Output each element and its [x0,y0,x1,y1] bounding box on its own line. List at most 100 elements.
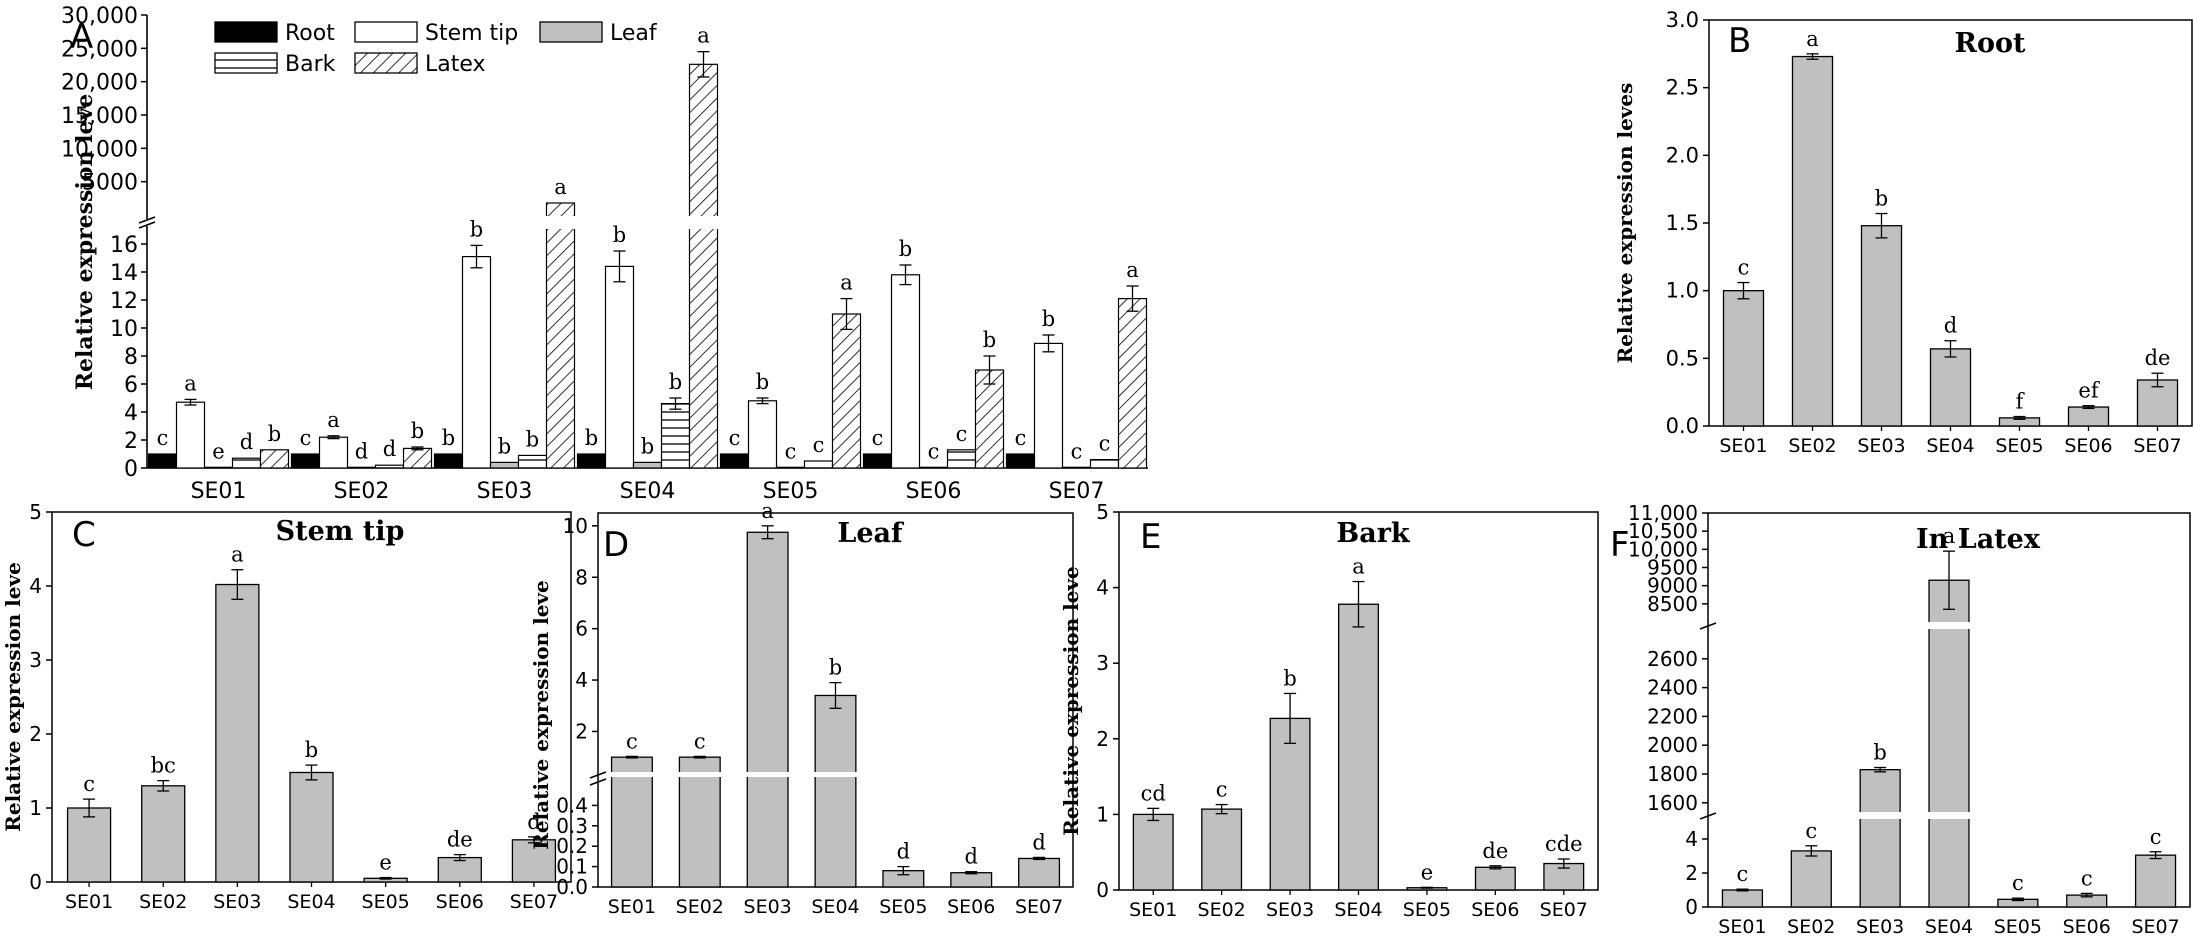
panel-f-bar-break [1927,622,1971,629]
panel-a-bar-root [576,453,607,469]
panel-c-category-label: SE03 [213,891,261,913]
panel-d-ytick-label: 0.3 [556,814,588,838]
panel-e-ylabel: Relative expression leve [1059,566,1083,836]
panel-a-letter: c [157,426,169,450]
panel-a-bar-root [433,453,464,469]
panel-a-ylabel: Relative expression leve [72,94,98,391]
panel-e-ytick-label: 2 [1096,727,1109,751]
panel-a-letter: b [442,426,455,450]
panel-a-bar-root [1005,453,1036,469]
panel-b-letter-label: B [1728,21,1751,61]
panel-b-letter: c [1738,256,1750,280]
panel-f-category-label: SE03 [1856,916,1904,937]
panel-a-bar-leaf [918,466,949,469]
panel-a-ytick-label: 5000 [82,171,138,196]
panel-b-ytick-label: 3.0 [1666,8,1699,32]
panel-f-category-label: SE05 [1994,916,2042,937]
panel-a-letter: d [355,439,368,463]
panel-b-letter: a [1806,27,1819,51]
panel-f-ytick-label: 9000 [1647,574,1698,598]
panel-a-legend-label: Stem tip [425,21,518,46]
panel-a-ytick-label: 10 [110,317,138,342]
panel-e-category-label: SE06 [1471,899,1519,921]
panel-a-bar-latex [831,313,862,469]
panel-e-category-label: SE03 [1266,899,1314,921]
panel-a-legend-label: Root [285,21,335,46]
panel-e-bar [1338,603,1379,891]
panel-c-bar [141,785,186,883]
panel-b-letter: f [2016,390,2026,414]
panel-a-category-label: SE03 [477,479,533,504]
panel-d-letter: d [897,840,910,864]
panel-d-bar-break [609,772,655,777]
panel-a-bar-root [862,453,893,469]
panel-a-letter: a [327,408,340,432]
panel-a-bar-stem-tip [461,256,492,469]
panel-d-bar [1018,857,1061,888]
panel-f-ytick-label: 10,500 [1628,519,1698,543]
panel-c-letter: e [379,851,391,875]
panel-d-bar [610,756,653,888]
panel-a-legend-label: Leaf [610,21,658,46]
panel-a-letter: b [983,328,996,352]
panel-a-letter: b [899,237,912,261]
panel-e-category-label: SE04 [1334,899,1382,921]
panel-a-letter: a [554,175,567,199]
panel-f-bar [2134,854,2177,908]
panel-f-bar [1859,769,1901,908]
panel-c-category-label: SE06 [436,891,484,913]
panel-b-ylabel: Relative expression leves [1613,83,1637,364]
panel-e-letter: cd [1141,781,1166,805]
panel-f-bar-break [1927,812,1971,819]
panel-d-letter: d [964,845,977,869]
panel-c-bar [437,856,482,883]
panel-a-letter: b [1042,307,1055,331]
panel-d-ytick-label: 4 [575,668,588,692]
panel-d-ytick-label: 10 [563,514,588,538]
panel-e-bar [1132,813,1174,891]
panel-e-category-label: SE07 [1540,899,1588,921]
panel-a-bar-leaf [203,466,234,469]
panel-e-ytick-label: 3 [1096,651,1109,675]
panel-a-ytick-label: 12 [110,289,138,314]
panel-a-bar-latex [402,447,433,469]
panel-a-letter: e [212,439,224,463]
panel-a-bar-stem-tip [747,400,778,469]
panel-e-ytick-label: 1 [1096,802,1109,826]
panel-a-letter: c [1071,439,1083,463]
panel-f-category-label: SE04 [1925,916,1973,937]
panel-d-ytick-label: 8 [575,565,588,589]
panel-a-ytick-label: 4 [124,401,138,426]
panel-b-bar [2136,379,2179,427]
panel-d-axis-break [589,778,607,786]
panel-a-bar-stem-tip [604,265,635,469]
panel-c-category-label: SE04 [287,891,335,913]
panel-c-ytick-label: 0 [29,870,42,894]
panel-a-category-label: SE05 [763,479,819,504]
panel-a-ytick-label: 0 [124,457,138,482]
panel-b-ytick-label: 2.0 [1666,143,1699,167]
panel-a-letter: c [300,426,312,450]
panel-d-ytick-label: 2 [575,719,588,743]
panel-b-letter: de [2145,346,2171,370]
panel-a-category-label: SE02 [334,479,390,504]
panel-a-legend-swatch [354,21,418,43]
panel-a-letter: c [785,439,797,463]
panel-a-letter: c [956,422,968,446]
panel-d-category-label: SE05 [879,896,927,918]
panel-a-ytick-label: 30,000 [61,4,138,29]
panel-f-bar-break [1858,812,1903,819]
panel-b-bar [1722,290,1765,427]
panel-a-bar-leaf [1061,466,1092,469]
panel-a-letter: b [756,370,769,394]
panel-d-ytick-label: 0.0 [556,875,588,899]
panel-f-category-label: SE02 [1787,916,1835,937]
panel-e-letter: c [1216,778,1228,802]
panel-e-bar [1269,717,1311,891]
panel-a-bar-bark [517,454,548,469]
panel-c-bar [289,771,334,883]
panel-f-bar [1721,889,1764,908]
panel-a-category-label: SE01 [191,479,247,504]
panel-d-ytick-label: 0.2 [556,834,588,858]
panel-f-ytick-label: 8500 [1647,592,1698,616]
